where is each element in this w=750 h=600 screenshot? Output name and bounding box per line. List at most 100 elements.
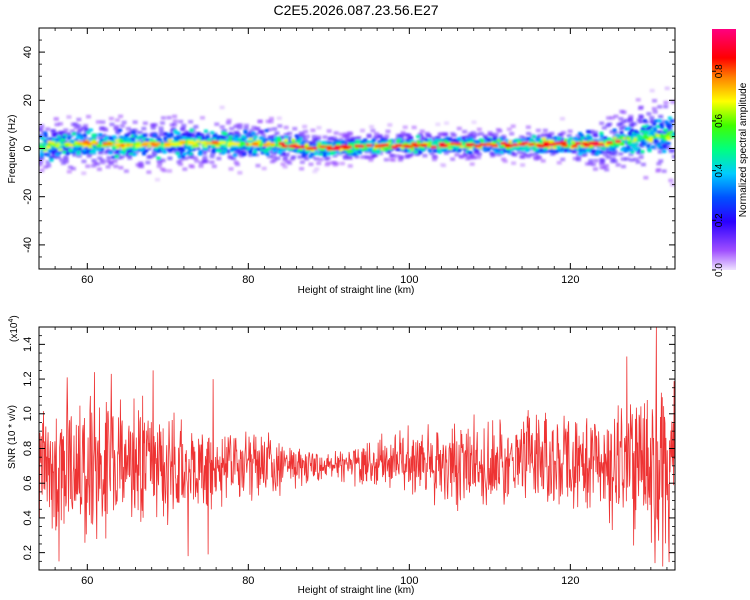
heatmap-cell: [163, 134, 169, 139]
heatmap-cell: [618, 117, 624, 121]
heatmap-cell: [145, 160, 151, 165]
heatmap-cell: [347, 137, 353, 142]
heatmap-cell: [173, 136, 178, 140]
heatmap-cell: [152, 144, 159, 147]
heatmap-cell: [114, 118, 120, 122]
heatmap-cell: [465, 140, 470, 144]
heatmap-cell: [192, 156, 198, 160]
heatmap-cell: [410, 141, 415, 144]
heatmap-cell: [191, 145, 196, 148]
heatmap-cell: [349, 150, 354, 153]
heatmap-cell: [112, 146, 117, 150]
heatmap-cell: [69, 133, 75, 138]
heatmap-cell: [142, 149, 147, 153]
heatmap-cell: [188, 119, 194, 124]
heatmap-cell: [628, 119, 634, 124]
heatmap-cell: [314, 149, 320, 154]
heatmap-cell: [471, 135, 477, 139]
heatmap-cell: [667, 128, 673, 133]
heatmap-cell: [662, 141, 668, 145]
heatmap-cell: [104, 144, 109, 148]
heatmap-cell: [664, 120, 669, 124]
heatmap-cell: [231, 156, 237, 161]
heatmap-cell: [528, 152, 534, 157]
heatmap-cell: [322, 141, 327, 145]
heatmap-cell: [171, 140, 176, 143]
heatmap-cell: [471, 120, 477, 125]
heatmap-cell: [131, 146, 136, 149]
heatmap-cell: [77, 141, 84, 145]
heatmap-cell: [421, 147, 426, 151]
heatmap-cell: [599, 121, 605, 126]
heatmap-cell: [200, 141, 207, 144]
heatmap-cell: [498, 137, 503, 141]
heatmap-cell: [405, 133, 411, 137]
heatmap-cell: [156, 156, 161, 160]
heatmap-cell: [131, 130, 136, 134]
heatmap-x-tick-label: 60: [81, 274, 93, 286]
heatmap-cell: [131, 143, 136, 146]
heatmap-cell: [596, 149, 601, 153]
heatmap-cell: [71, 132, 76, 136]
heatmap-cell: [612, 128, 617, 132]
heatmap-cell: [606, 116, 612, 120]
heatmap-cell: [59, 142, 64, 145]
heatmap-cell: [325, 156, 331, 160]
heatmap-cell: [94, 143, 99, 147]
heatmap-cell: [588, 144, 593, 148]
heatmap-cell: [88, 128, 93, 132]
heatmap-cell: [43, 146, 48, 150]
heatmap-cell: [668, 178, 674, 183]
heatmap-cell: [123, 169, 129, 173]
heatmap-cell: [621, 119, 627, 124]
heatmap-cell: [261, 137, 266, 141]
heatmap-cell: [628, 143, 633, 147]
heatmap-cell: [315, 137, 321, 142]
heatmap-cell: [228, 167, 234, 171]
heatmap-cell: [608, 147, 613, 151]
heatmap-cell: [67, 142, 72, 146]
heatmap-cell: [489, 151, 495, 155]
heatmap-cell: [251, 142, 258, 146]
heatmap-cell: [229, 141, 236, 145]
heatmap-cell: [298, 148, 303, 152]
heatmap-cell: [221, 143, 226, 147]
heatmap-cell: [563, 145, 568, 149]
heatmap-cell: [310, 152, 315, 156]
heatmap-cell: [542, 144, 549, 148]
heatmap-cell: [613, 131, 619, 136]
heatmap-cell: [406, 139, 411, 143]
heatmap-cell: [619, 131, 624, 135]
heatmap-cell: [83, 123, 89, 128]
heatmap-cell: [319, 145, 326, 149]
heatmap-cell: [159, 145, 164, 149]
heatmap-cell: [272, 127, 278, 131]
heatmap-cell: [112, 143, 117, 147]
heatmap-cell: [127, 137, 132, 141]
heatmap-cell: [358, 144, 365, 148]
heatmap-cell: [547, 146, 552, 150]
heatmap-cell: [396, 141, 401, 145]
heatmap-cell: [219, 125, 225, 129]
heatmap-cell: [311, 134, 317, 139]
heatmap-cell: [350, 145, 355, 149]
heatmap-cell: [171, 146, 176, 150]
heatmap-cell: [284, 152, 290, 157]
heatmap-cell: [380, 138, 385, 142]
heatmap-cell: [121, 146, 126, 150]
heatmap-cell: [293, 149, 298, 153]
heatmap-cell: [492, 140, 497, 144]
heatmap-cell: [469, 139, 474, 143]
heatmap-cell: [158, 129, 164, 134]
heatmap-cell: [575, 141, 582, 145]
heatmap-cell: [40, 150, 45, 154]
heatmap-cell: [248, 131, 254, 136]
heatmap-cell: [304, 151, 309, 155]
heatmap-cell: [628, 117, 634, 122]
heatmap-cell: [548, 141, 553, 144]
heatmap-cell: [39, 145, 44, 149]
heatmap-cell: [512, 145, 517, 149]
heatmap-cell: [601, 147, 606, 150]
heatmap-cell: [319, 150, 324, 154]
heatmap-cell: [201, 149, 207, 153]
